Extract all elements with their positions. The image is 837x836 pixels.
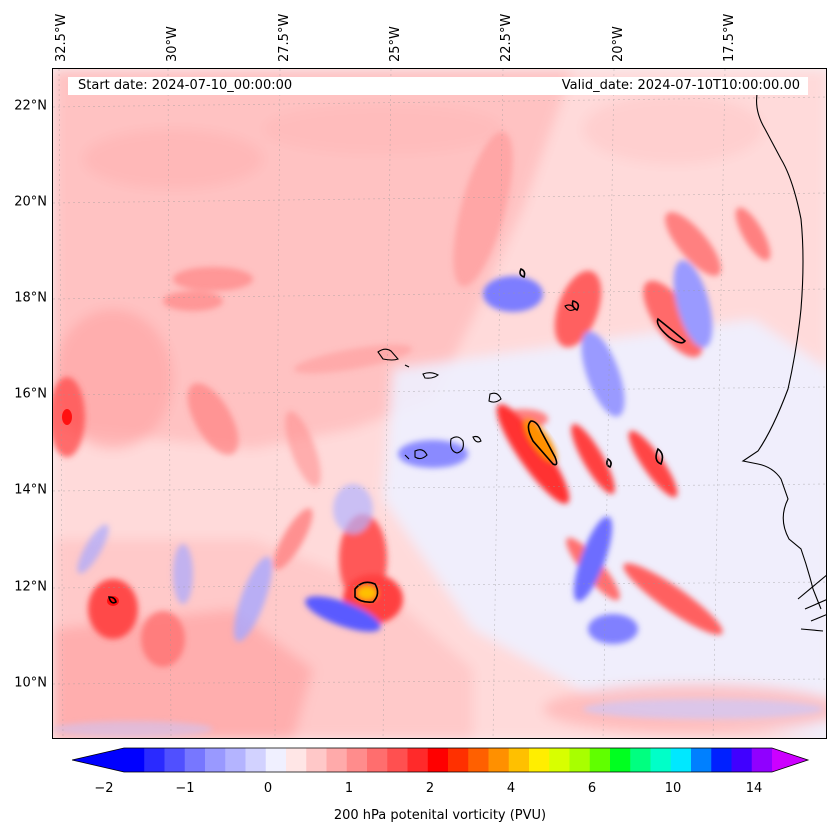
lon-label-25w: 25°W [388,26,403,62]
colorbar-segment [670,748,692,772]
lon-label-17-5w: 17.5°W [722,13,737,62]
lat-label-10n: 10°N [14,675,47,691]
colorbar-tick-neg2: −2 [94,781,114,796]
colorbar-segment [711,748,732,772]
colorbar-tick-0: 0 [263,781,273,796]
colorbar-segment [245,748,267,772]
colorbar-segment [508,748,530,772]
pv-map [52,68,827,739]
pv-field-svg [53,69,826,738]
colorbar-segment [731,748,753,772]
colorbar-tick-neg1: −1 [175,781,195,796]
lat-label-16n: 16°N [14,386,47,402]
colorbar-segment [630,748,651,772]
pv-2pvu-contours [107,267,687,604]
lon-label-20w: 20°W [611,26,626,62]
colorbar-segment [751,748,773,772]
coastline [377,88,826,632]
pv-field-background [53,69,826,738]
lon-label-27-5w: 27.5°W [277,13,292,62]
colorbar-segment [448,748,469,772]
colorbar-segment [124,748,145,772]
start-date-label: Start date: 2024-07-10_00:00:00 [78,78,293,93]
colorbar-tick-1: 1 [344,781,354,796]
colorbar-segment [529,748,550,772]
colorbar-segment [205,748,226,772]
colorbar-segment [691,748,712,772]
colorbar-tick-4: 4 [506,781,516,796]
colorbar-segment [184,748,206,772]
colorbar-segment [225,748,246,772]
colorbar-segment [387,748,408,772]
colorbar-segment [367,748,388,772]
pv-strong-cores [62,409,557,606]
lat-label-14n: 14°N [14,482,47,498]
colorbar-segment [164,748,186,772]
colorbar-segment [144,748,165,772]
colorbar-segment [306,748,327,772]
colorbar-segment [589,748,611,772]
colorbar-segment [488,748,510,772]
lat-label-22n: 22°N [14,98,47,114]
valid-date-label: Valid_date: 2024-07-10T10:00:00.00 [561,78,800,93]
colorbar-tick-10: 10 [664,781,682,796]
colorbar-tick-2: 2 [425,781,435,796]
colorbar-segment [427,748,449,772]
colorbar-segment [346,748,368,772]
colorbar-segment [549,748,570,772]
colorbar-segment [326,748,348,772]
colorbar-segment [650,748,672,772]
colorbar-extend-high [772,748,808,772]
colorbar-outline [72,747,810,773]
colorbar-extend-low [72,748,124,772]
lon-label-32-5w: 32.5°W [54,13,69,62]
colorbar-segment [569,748,591,772]
colorbar-tick-14: 14 [745,781,763,796]
colorbar-tick-6: 6 [587,781,597,796]
colorbar-segment [407,748,429,772]
colorbar-segment [265,748,287,772]
colorbar-segment [610,748,631,772]
colorbar-title: 200 hPa potenital vorticity (PVU) [333,808,547,823]
colorbar-segment [468,748,489,772]
lat-label-18n: 18°N [14,290,47,306]
lat-label-20n: 20°N [14,194,47,210]
colorbar-segment [286,748,307,772]
colorbar [72,747,810,773]
date-info-box: Start date: 2024-07-10_00:00:00 Valid_da… [68,77,808,95]
graticule [53,69,826,738]
lon-label-22-5w: 22.5°W [499,13,514,62]
lon-label-30w: 30°W [165,26,180,62]
lat-label-12n: 12°N [14,579,47,595]
